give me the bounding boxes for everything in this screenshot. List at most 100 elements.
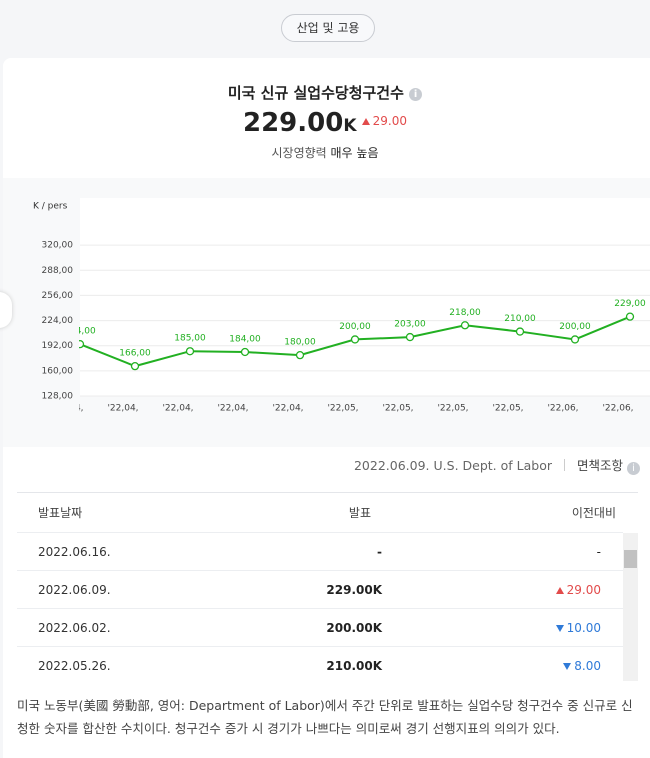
carousel-button[interactable] bbox=[0, 292, 12, 328]
chart: K / pers 128,00 160,00 192,00 224,00 256,00 2… bbox=[3, 178, 650, 447]
category-tag[interactable]: 산업 및 고용 bbox=[281, 14, 375, 42]
data-label: 203,00 bbox=[394, 320, 426, 330]
header-cell-text: 이전대비 bbox=[571, 506, 616, 520]
point bbox=[405, 332, 415, 342]
y-tick-label: 288,00 bbox=[42, 266, 74, 276]
impact-row: 시장영향력 매우 높음 bbox=[0, 144, 650, 161]
table-row: 2022.06.02. 200.00K 10.00 bbox=[17, 608, 623, 647]
actual-cell: 210.00K bbox=[248, 646, 386, 681]
x-tick-label: '22,04, bbox=[107, 404, 138, 414]
title-row: 미국 신규 실업수당청구건수 i bbox=[0, 82, 650, 103]
table: 발표날짜 발표 이전대비 2022.06.16. - - 2022.06.09. 229.00… bbox=[17, 493, 623, 681]
actual-cell-text: 200.00K bbox=[326, 620, 382, 635]
change-arrow bbox=[555, 586, 564, 594]
data-label: 185,00 bbox=[174, 334, 206, 344]
point bbox=[460, 321, 470, 330]
header-cell-text: 발표날짜 bbox=[38, 506, 83, 520]
change-cell: 10.00 bbox=[386, 608, 623, 647]
data-label: 166,00 bbox=[119, 349, 151, 359]
change-cell-text: 29.00 bbox=[566, 582, 601, 597]
source-date: 2022.06.09. bbox=[353, 458, 430, 473]
actual-cell-text: 229.00K bbox=[326, 582, 382, 597]
change-cell: - bbox=[386, 532, 623, 571]
actual-cell: 200.00K bbox=[248, 608, 386, 647]
point bbox=[185, 347, 195, 356]
title: 미국 신규 실업수당청구건수 bbox=[227, 84, 404, 102]
y-axis-label: K / pers bbox=[33, 202, 68, 212]
point bbox=[295, 350, 305, 360]
header-cell: 발표 bbox=[248, 493, 386, 533]
x-tick-label: '22,06, bbox=[602, 404, 633, 414]
y-tick-label: 224,00 bbox=[42, 316, 74, 326]
x-tick-label: '22,06, bbox=[547, 404, 578, 414]
value: 229.00 bbox=[243, 108, 344, 138]
point bbox=[240, 347, 250, 357]
change-cell-text: - bbox=[596, 544, 601, 559]
table-row: 2022.06.09. 229.00K 29.00 bbox=[17, 570, 623, 609]
data-label: 180,00 bbox=[284, 338, 316, 348]
change: 29.00 bbox=[361, 114, 407, 128]
disclaimer[interactable]: 면책조항 bbox=[577, 458, 624, 473]
table-row: 2022.05.26. 210.00K 8.00 bbox=[17, 646, 623, 681]
data-label: 210,00 bbox=[504, 314, 536, 324]
header-cell-text: 발표 bbox=[348, 506, 371, 520]
date-cell-text: 2022.06.16. bbox=[38, 544, 111, 559]
x-tick-label: '22,04, bbox=[162, 404, 193, 414]
y-tick-label: 128,00 bbox=[42, 392, 74, 402]
table-box: 발표날짜 발표 이전대비 2022.06.16. - - 2022.06.09. 229.00… bbox=[17, 492, 638, 681]
data-label: 184,00 bbox=[229, 335, 261, 345]
impact-label: 시장영향력 bbox=[271, 146, 327, 160]
data-label: 229,00 bbox=[614, 299, 646, 309]
source-row: 2022.06.09. U.S. Dept. of Labor 면책조항 i bbox=[354, 455, 640, 475]
point bbox=[350, 335, 360, 344]
info-icon[interactable]: i bbox=[409, 88, 423, 101]
data-label: 194,00 bbox=[64, 327, 96, 337]
y-tick-label: 192,00 bbox=[42, 341, 74, 351]
source-name: U.S. Dept. of Labor bbox=[433, 458, 552, 473]
change-cell-text: 10.00 bbox=[566, 620, 601, 635]
value-row: 229.00K 29.00 bbox=[0, 108, 650, 138]
table-row: 2022.06.16. - - bbox=[17, 532, 623, 571]
change-arrow bbox=[361, 118, 370, 125]
point bbox=[570, 335, 580, 344]
date-cell-text: 2022.06.02. bbox=[38, 620, 111, 635]
actual-cell-text: - bbox=[377, 544, 382, 559]
point bbox=[130, 361, 140, 371]
x-tick-label: '22,04, bbox=[217, 404, 248, 414]
x-tick-label: '22,05, bbox=[327, 404, 358, 414]
impact: 매우 높음 bbox=[330, 146, 379, 160]
x-tick-label: '22,05, bbox=[492, 404, 523, 414]
header-cell: 이전대비 bbox=[386, 493, 623, 533]
actual-cell: 229.00K bbox=[248, 570, 386, 609]
actual-cell: - bbox=[248, 532, 386, 571]
date-cell: 2022.06.16. bbox=[17, 532, 248, 571]
change-cell: 8.00 bbox=[386, 646, 623, 681]
change-arrow bbox=[563, 662, 572, 670]
point bbox=[79, 339, 85, 349]
data-label: 218,00 bbox=[449, 308, 481, 318]
y-tick-label: 256,00 bbox=[42, 291, 74, 301]
y-tick-label: 320,00 bbox=[42, 241, 74, 251]
x-tick-label: '22,05, bbox=[382, 404, 413, 414]
data-label: 200,00 bbox=[559, 322, 591, 332]
date-cell: 2022.06.09. bbox=[17, 570, 248, 609]
x-tick-label: '22,04, bbox=[272, 404, 303, 414]
point bbox=[515, 327, 525, 336]
plot-bg bbox=[80, 198, 650, 396]
y-tick-label: 160,00 bbox=[42, 366, 74, 376]
change-arrow bbox=[555, 624, 564, 632]
date-cell-text: 2022.05.26. bbox=[38, 658, 111, 673]
data-label: 200,00 bbox=[339, 322, 371, 332]
scrollbar[interactable] bbox=[623, 533, 638, 681]
header-cell: 발표날짜 bbox=[17, 493, 248, 533]
description: 미국 노동부(美國 勞動部, 영어: Department of Labor)에… bbox=[17, 698, 633, 736]
date-cell: 2022.06.02. bbox=[17, 608, 248, 647]
unit: K bbox=[343, 116, 357, 136]
date-cell: 2022.05.26. bbox=[17, 646, 248, 681]
change-cell: 29.00 bbox=[386, 570, 623, 609]
change-value: 29.00 bbox=[372, 114, 407, 128]
table-header: 발표날짜 발표 이전대비 bbox=[17, 493, 623, 533]
x-tick-label: '22,04, bbox=[52, 404, 83, 414]
change-cell-text: 8.00 bbox=[574, 658, 601, 673]
